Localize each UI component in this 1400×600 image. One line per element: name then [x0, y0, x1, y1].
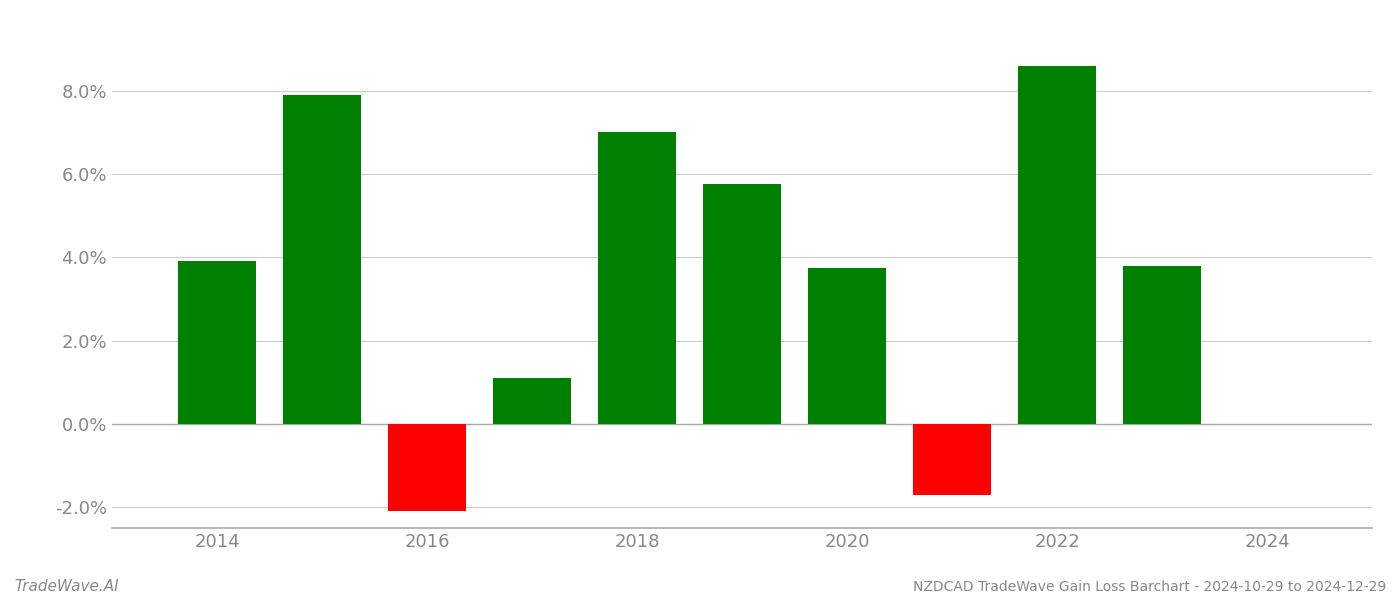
Bar [1123, 266, 1201, 424]
Bar [283, 95, 361, 424]
Bar [703, 184, 781, 424]
Text: TradeWave.AI: TradeWave.AI [14, 579, 119, 594]
Bar [598, 132, 676, 424]
Bar [808, 268, 886, 424]
Text: NZDCAD TradeWave Gain Loss Barchart - 2024-10-29 to 2024-12-29: NZDCAD TradeWave Gain Loss Barchart - 20… [913, 580, 1386, 594]
Bar [1018, 65, 1096, 424]
Bar [178, 262, 256, 424]
Bar [913, 424, 991, 494]
Bar [493, 378, 571, 424]
Bar [388, 424, 466, 511]
